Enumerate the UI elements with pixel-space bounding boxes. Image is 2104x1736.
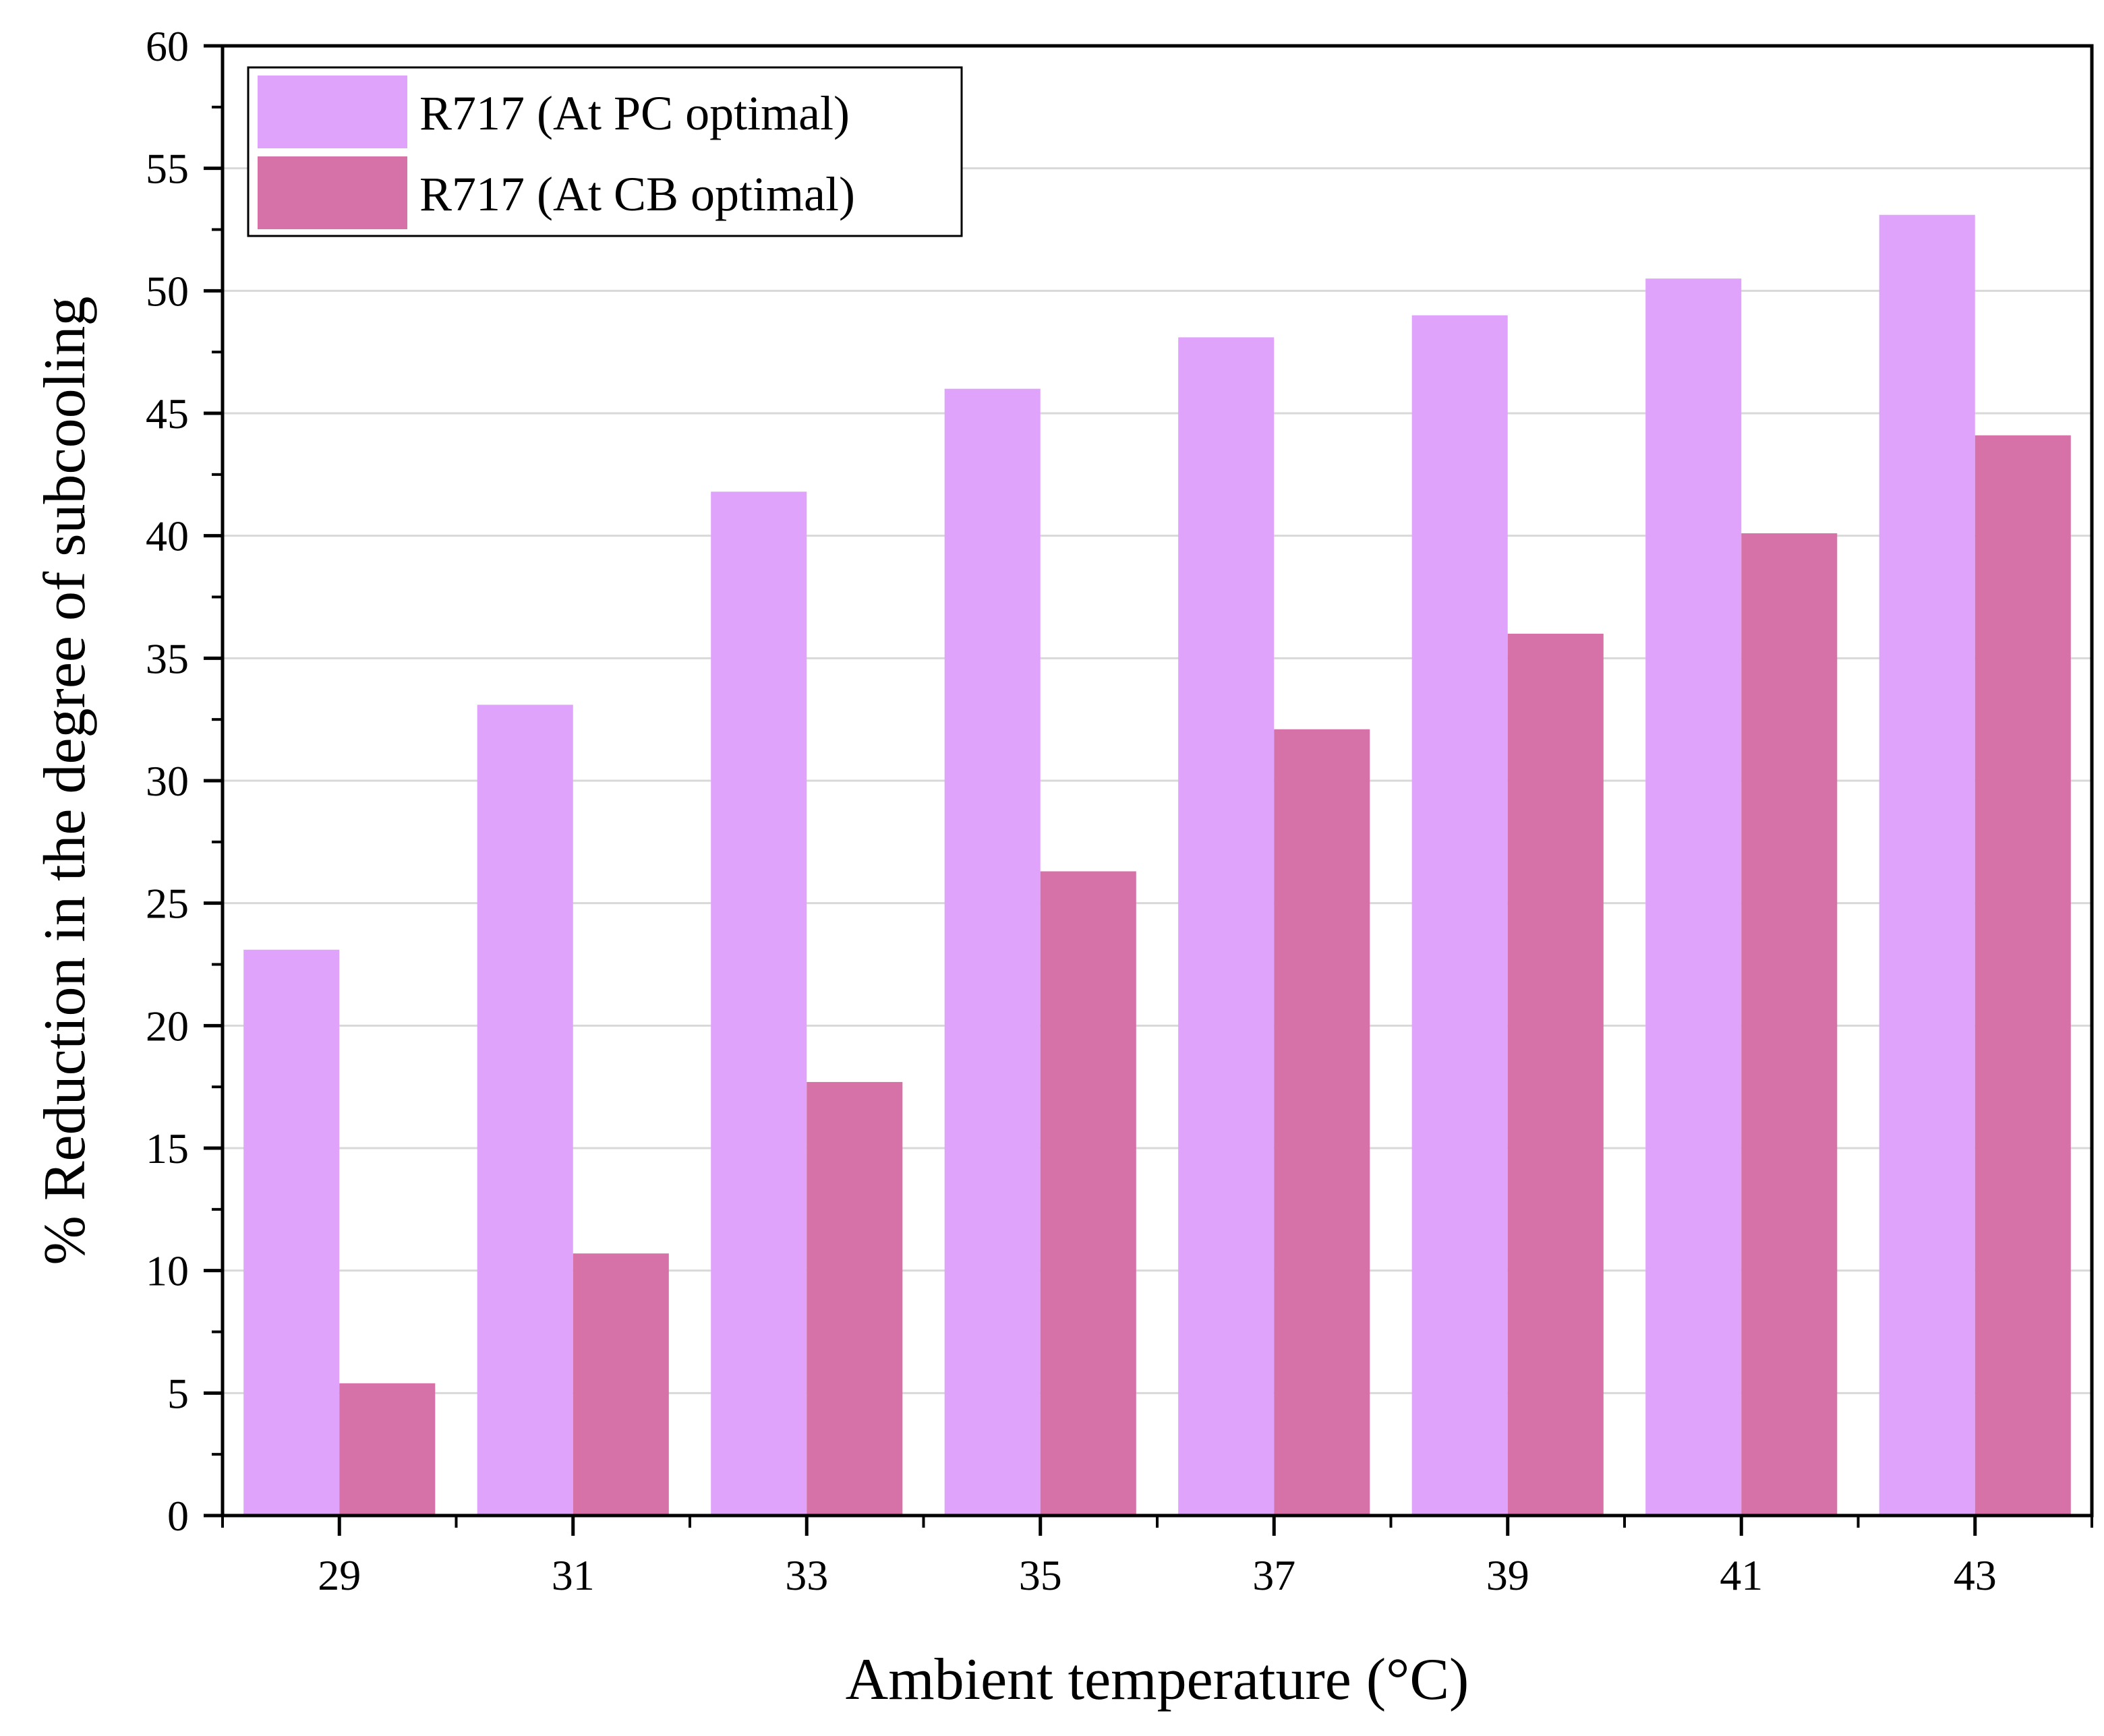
bar-pc-optimal-31 <box>477 705 573 1516</box>
bar-cb-optimal-33 <box>807 1081 903 1516</box>
x-axis: 29 31 33 35 37 39 41 43 <box>221 1516 2093 1599</box>
bar-cb-optimal-31 <box>573 1253 669 1516</box>
x-tick-label: 35 <box>1019 1551 1062 1599</box>
legend-label-cb-optimal: R717 (At CB optimal) <box>419 167 855 221</box>
y-tick-label: 30 <box>146 757 189 805</box>
bar-cb-optimal-35 <box>1040 871 1136 1516</box>
legend-swatch-cb-optimal <box>258 156 407 229</box>
x-tick-label: 39 <box>1486 1551 1529 1599</box>
x-tick-label: 29 <box>318 1551 361 1599</box>
y-tick-label: 10 <box>146 1247 189 1295</box>
x-tick-label: 33 <box>785 1551 828 1599</box>
y-tick-label: 45 <box>146 390 189 438</box>
y-tick-label: 25 <box>146 880 189 928</box>
bar-pc-optimal-29 <box>243 949 340 1516</box>
x-tick-label: 37 <box>1252 1551 1295 1599</box>
bar-pc-optimal-43 <box>1879 214 1975 1516</box>
y-tick-label: 55 <box>146 145 189 193</box>
legend-label-pc-optimal: R717 (At PC optimal) <box>419 86 850 140</box>
bar-pc-optimal-37 <box>1178 337 1275 1516</box>
y-tick-label: 35 <box>146 634 189 682</box>
x-tick-label: 31 <box>552 1551 595 1599</box>
bar-pc-optimal-41 <box>1645 278 1742 1516</box>
y-tick-label: 15 <box>146 1125 189 1172</box>
bar-cb-optimal-29 <box>339 1383 436 1516</box>
legend: R717 (At PC optimal) R717 (At CB optimal… <box>247 66 963 237</box>
bar-pc-optimal-35 <box>944 388 1041 1516</box>
bar-pc-optimal-39 <box>1411 315 1508 1516</box>
bar-cb-optimal-41 <box>1741 533 1838 1516</box>
bar-pc-optimal-33 <box>711 491 807 1516</box>
x-tick-label: 43 <box>1954 1551 1997 1599</box>
y-tick-label: 60 <box>146 22 189 70</box>
y-axis-title: % Reduction in the degree of subcooling <box>32 297 98 1265</box>
bar-cb-optimal-37 <box>1274 729 1370 1516</box>
legend-swatch-pc-optimal <box>258 76 407 148</box>
bar-cb-optimal-39 <box>1507 634 1604 1516</box>
y-tick-label: 5 <box>167 1369 189 1417</box>
y-axis: 0 5 10 15 20 25 30 35 40 45 50 55 60 <box>146 22 223 1540</box>
y-tick-label: 50 <box>146 267 189 315</box>
bar-cb-optimal-43 <box>1975 435 2071 1516</box>
y-tick-label: 0 <box>167 1492 189 1540</box>
x-tick-label: 41 <box>1720 1551 1763 1599</box>
bars <box>243 214 2071 1516</box>
y-tick-label: 20 <box>146 1002 189 1050</box>
y-tick-label: 40 <box>146 512 189 560</box>
x-axis-title: Ambient temperature (°C) <box>846 1647 1469 1712</box>
